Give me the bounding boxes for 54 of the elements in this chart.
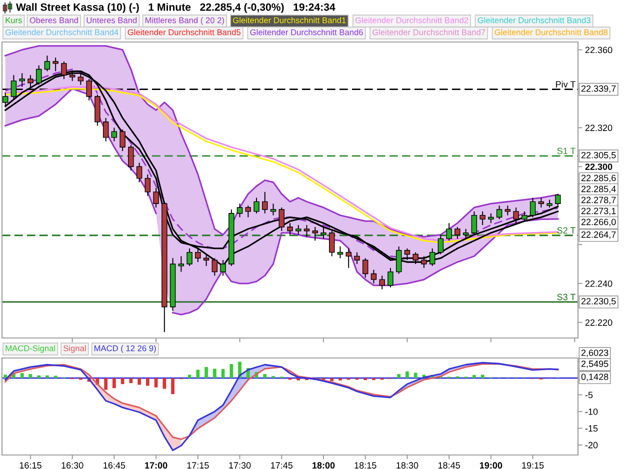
x-tick-label: 17:00 [145,462,168,469]
ref-line-label: S2 T [557,227,576,234]
x-tick-label: 17:45 [271,462,293,469]
text: 2,5495 [581,360,608,368]
text: 22.273,1 [581,208,616,216]
text: 22.285,6 [581,174,616,182]
x-tick-label: 16:15 [20,462,42,469]
legend-label: Gleitender Durchschnitt Band6 [250,29,363,36]
annotation: 22.339,7 [581,85,616,93]
chart-title: Wall Street Kassa (10) (-) 1 Minute 22.285,4 (-0,30%) 19:24:34 [16,3,336,13]
legend-label: Gleitender Durchschnitt Band8 [494,29,608,36]
y-tick-label: 22.300 [585,164,612,170]
text: 2,6023 [581,350,608,358]
text: 22.266,0 [581,218,616,226]
text: Oberes Band [30,17,78,24]
annotation: 22.264,7 [581,231,616,239]
y-tick-label: 22.360 [585,46,612,54]
x-tick-label: 19:15 [522,462,544,469]
y-tick-label: 22.220 [585,319,612,326]
annotation: 22.230,5 [581,298,616,306]
legend-label: Gleitender Durchschnitt Band4 [6,29,118,36]
x-tick-label: 16:45 [104,462,126,469]
legend-label: Gleitender Durchschnitt Band3 [478,17,590,24]
text: Unteres Band [86,17,137,24]
x-tick-label: 18:30 [396,462,418,469]
y-tick-label: -20 [585,442,598,448]
x-tick-label: 19:00 [480,462,502,469]
ref-line-label: S3 T [557,294,576,300]
x-tick-label: 17:15 [187,462,209,469]
x-tick-label: 18:15 [354,462,376,469]
text: MACD-Signal [6,345,55,353]
text: 22.285,4 [581,186,616,194]
text: 22.278,7 [581,196,616,204]
x-tick-label: 17:30 [229,462,251,469]
y-tick-label: -10 [585,408,598,415]
y-tick-label: 22.240 [585,280,612,287]
y-tick-label: -15 [585,425,598,432]
ref-line-label: S1 T [557,148,576,154]
series-label: Signal [64,345,86,353]
legend-label: Gleitender Durchschnitt Band5 [128,29,241,36]
y-tick-label: 22.320 [585,124,612,132]
text: Gleitender Durchschnitt Band1 [233,17,346,24]
x-tick-label: 18:00 [312,462,335,469]
x-tick-label: 18:45 [438,462,460,469]
text: Gleitender Durchschnitt Band2 [355,17,468,24]
legend-label: Gleitender Durchschnitt Band7 [372,29,486,36]
x-tick-label: 16:30 [62,462,84,469]
text: Kurs [6,17,22,24]
annotation: 0,1428 [581,374,608,382]
text: Mittleres Band ( 20 2) [146,17,224,25]
text: MACD ( 12 26 9) [94,345,156,353]
annotation: 22.305,5 [581,152,616,160]
y-tick-label: -5 [585,392,593,398]
ref-line-label: Piv T [556,80,576,88]
